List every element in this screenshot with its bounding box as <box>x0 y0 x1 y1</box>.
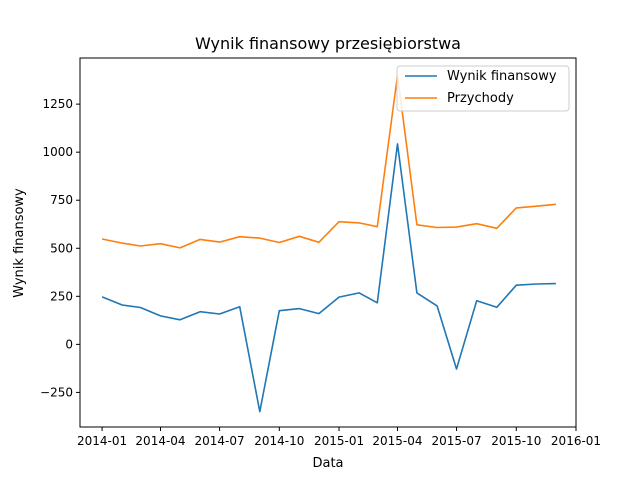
x-tick-label-5: 2015-04 <box>372 434 422 448</box>
x-tick-label-4: 2015-01 <box>314 434 364 448</box>
y-tick-label-4: 750 <box>50 193 73 207</box>
legend-box <box>396 65 570 112</box>
y-tick-label-3: 500 <box>50 241 73 255</box>
x-axis-label: Data <box>312 456 343 471</box>
legend-label-1: Przychody <box>447 91 514 106</box>
x-tick-label-1: 2014-04 <box>135 434 185 448</box>
y-tick-label-6: 1250 <box>42 97 73 111</box>
y-tick-label-1: 0 <box>65 337 73 351</box>
y-tick-label-2: 250 <box>50 289 73 303</box>
legend: Wynik finansowy Przychody <box>396 65 570 112</box>
series-line-0 <box>101 143 556 413</box>
y-axis-label: Wynik finansowy <box>12 188 27 298</box>
plot-lines <box>101 74 556 413</box>
x-axis: 2014-01 2014-04 2014-07 2014-10 2015-01 2015-… <box>77 427 601 448</box>
legend-label-0: Wynik finansowy <box>447 69 557 84</box>
series-line-1 <box>101 74 556 249</box>
plot-frame <box>79 57 577 428</box>
y-axis: −250 0 250 500 750 1000 1250 <box>40 97 80 399</box>
y-tick-label-5: 1000 <box>42 145 73 159</box>
y-tick-label-0: −250 <box>40 385 73 399</box>
chart-title: Wynik finansowy przesiębiorstwa <box>195 34 461 53</box>
x-tick-label-6: 2015-07 <box>431 434 481 448</box>
x-tick-label-0: 2014-01 <box>77 434 127 448</box>
x-tick-label-2: 2014-07 <box>195 434 245 448</box>
x-tick-label-8: 2016-01 <box>551 434 601 448</box>
x-tick-label-3: 2014-10 <box>254 434 304 448</box>
x-tick-label-7: 2015-10 <box>491 434 541 448</box>
